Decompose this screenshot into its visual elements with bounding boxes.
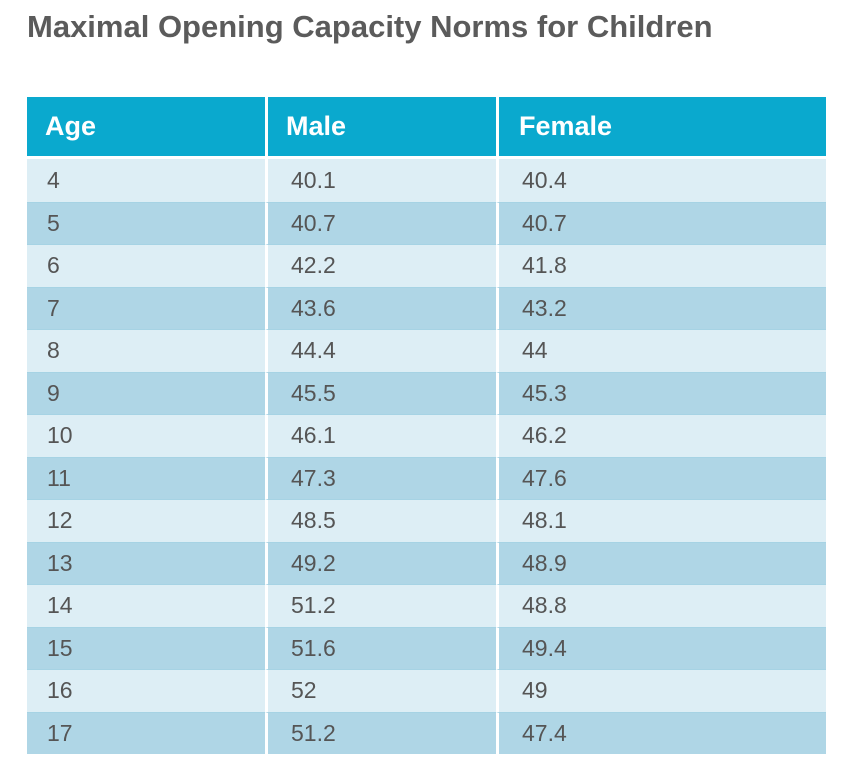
cell-age: 16 <box>27 669 265 712</box>
cell-age: 5 <box>27 201 265 244</box>
table-row: 7 43.6 43.2 <box>27 286 826 329</box>
cell-female: 41.8 <box>496 244 826 287</box>
cell-female: 40.7 <box>496 201 826 244</box>
cell-age: 8 <box>27 329 265 372</box>
table-row: 14 51.2 48.8 <box>27 584 826 627</box>
table-row: 10 46.1 46.2 <box>27 414 826 457</box>
table-row: 5 40.7 40.7 <box>27 201 826 244</box>
table-row: 4 40.1 40.4 <box>27 159 826 202</box>
cell-age: 13 <box>27 541 265 584</box>
cell-age: 12 <box>27 499 265 542</box>
table-title: Maximal Opening Capacity Norms for Child… <box>27 9 713 44</box>
cell-male: 40.7 <box>265 201 496 244</box>
cell-age: 7 <box>27 286 265 329</box>
cell-age: 4 <box>27 159 265 202</box>
table-row: 13 49.2 48.9 <box>27 541 826 584</box>
cell-female: 48.1 <box>496 499 826 542</box>
cell-male: 49.2 <box>265 541 496 584</box>
column-header-female: Female <box>496 97 826 159</box>
cell-male: 45.5 <box>265 371 496 414</box>
cell-age: 10 <box>27 414 265 457</box>
cell-male: 51.2 <box>265 711 496 754</box>
cell-female: 40.4 <box>496 159 826 202</box>
cell-male: 46.1 <box>265 414 496 457</box>
table-body: 4 40.1 40.4 5 40.7 40.7 6 42.2 41.8 7 43.6 43.2 8 44.… <box>27 159 826 754</box>
cell-male: 40.1 <box>265 159 496 202</box>
cell-female: 49 <box>496 669 826 712</box>
cell-age: 9 <box>27 371 265 414</box>
cell-age: 6 <box>27 244 265 287</box>
cell-female: 48.9 <box>496 541 826 584</box>
cell-female: 45.3 <box>496 371 826 414</box>
cell-male: 42.2 <box>265 244 496 287</box>
cell-female: 47.4 <box>496 711 826 754</box>
table-row: 12 48.5 48.1 <box>27 499 826 542</box>
cell-female: 44 <box>496 329 826 372</box>
cell-male: 43.6 <box>265 286 496 329</box>
table-row: 9 45.5 45.3 <box>27 371 826 414</box>
table-row: 15 51.6 49.4 <box>27 626 826 669</box>
header-row: Age Male Female <box>27 97 826 159</box>
cell-age: 14 <box>27 584 265 627</box>
table-row: 16 52 49 <box>27 669 826 712</box>
column-header-age: Age <box>27 97 265 159</box>
cell-age: 11 <box>27 456 265 499</box>
cell-male: 48.5 <box>265 499 496 542</box>
table-row: 11 47.3 47.6 <box>27 456 826 499</box>
cell-male: 44.4 <box>265 329 496 372</box>
norms-table: Age Male Female 4 40.1 40.4 5 40.7 40.7 6 42.2 4… <box>27 97 826 754</box>
cell-male: 52 <box>265 669 496 712</box>
cell-male: 51.6 <box>265 626 496 669</box>
table-row: 6 42.2 41.8 <box>27 244 826 287</box>
cell-age: 15 <box>27 626 265 669</box>
column-header-male: Male <box>265 97 496 159</box>
cell-male: 47.3 <box>265 456 496 499</box>
cell-female: 48.8 <box>496 584 826 627</box>
cell-female: 49.4 <box>496 626 826 669</box>
table-row: 8 44.4 44 <box>27 329 826 372</box>
cell-female: 46.2 <box>496 414 826 457</box>
cell-female: 47.6 <box>496 456 826 499</box>
table-row: 17 51.2 47.4 <box>27 711 826 754</box>
cell-age: 17 <box>27 711 265 754</box>
cell-male: 51.2 <box>265 584 496 627</box>
cell-female: 43.2 <box>496 286 826 329</box>
